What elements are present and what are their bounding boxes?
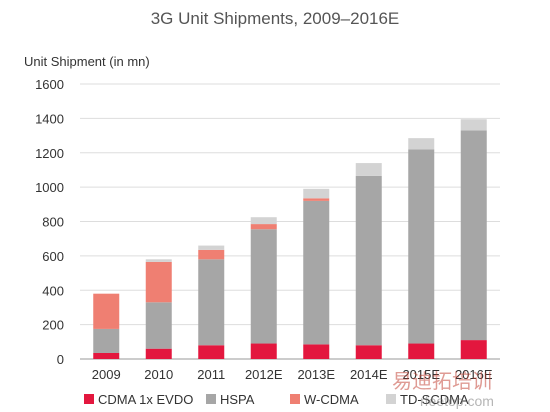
x-axis-ticks: 2009 2010 2011 2012E 2013E 2014E 2015E 2016E	[92, 367, 493, 382]
bar-segment	[460, 340, 487, 359]
bar-segment	[303, 198, 330, 201]
x-tick-label: 2013E	[297, 367, 335, 382]
bar-segment	[408, 149, 435, 344]
bar-segment	[145, 261, 172, 303]
x-tick-label: 2011	[197, 367, 225, 382]
bar-segment	[355, 345, 382, 359]
bar-segment	[460, 130, 487, 341]
gridlines	[80, 83, 500, 360]
bar-segment	[460, 119, 487, 131]
y-tick-label: 200	[42, 318, 64, 333]
x-tick-label: 2009	[92, 367, 121, 382]
bar-segment	[303, 344, 330, 359]
legend-label: TD-SCDMA	[400, 392, 469, 407]
legend-label: CDMA 1x EVDO	[98, 392, 193, 407]
chart-title: 3G Unit Shipments, 2009–2016E	[151, 9, 400, 28]
x-tick-label: 2015E	[402, 367, 440, 382]
bar-segment	[198, 345, 225, 359]
legend-swatch	[84, 394, 94, 404]
bar-segment	[145, 259, 172, 262]
x-tick-label: 2014E	[350, 367, 388, 382]
y-tick-label: 400	[42, 283, 64, 298]
bar-segment	[355, 163, 382, 176]
bar-segment	[198, 259, 225, 346]
bar-segment	[145, 348, 172, 359]
bar-segment	[250, 229, 277, 344]
bars	[93, 119, 487, 359]
legend-item: HSPA	[206, 392, 255, 407]
y-tick-label: 600	[42, 249, 64, 264]
legend-swatch	[206, 394, 216, 404]
legend: CDMA 1x EVDO HSPA W-CDMA TD-SCDMA	[84, 392, 469, 407]
watermark: 易迪拓培训 rfeetop.com	[392, 370, 494, 409]
legend-label: HSPA	[220, 392, 255, 407]
y-tick-label: 1400	[35, 111, 64, 126]
bar-segment	[198, 249, 225, 260]
x-tick-label: 2016E	[455, 367, 493, 382]
bar-segment	[250, 343, 277, 359]
watermark-brand: 易迪拓培训	[392, 370, 492, 393]
legend-item: TD-SCDMA	[386, 392, 469, 407]
bar-segment	[303, 188, 330, 199]
y-tick-label: 1200	[35, 146, 64, 161]
bar-segment	[93, 293, 120, 329]
bar-segment	[93, 328, 120, 353]
y-axis-label: Unit Shipment (in mn)	[24, 54, 150, 69]
legend-item: CDMA 1x EVDO	[84, 392, 193, 407]
watermark-url: rfeetop.com	[420, 393, 494, 409]
y-tick-label: 1000	[35, 180, 64, 195]
y-tick-label: 800	[42, 215, 64, 230]
bar-segment	[408, 138, 435, 150]
legend-item: W-CDMA	[290, 392, 359, 407]
legend-swatch	[290, 394, 300, 404]
legend-swatch	[386, 394, 396, 404]
bar-segment	[250, 224, 277, 230]
x-tick-label: 2012E	[245, 367, 283, 382]
bar-segment	[303, 200, 330, 345]
legend-label: W-CDMA	[304, 392, 359, 407]
x-tick-label: 2010	[144, 367, 173, 382]
bar-segment	[198, 245, 225, 250]
bar-segment	[355, 175, 382, 346]
y-axis-ticks: 0 200 400 600 800 1000 1200 1400 1600	[35, 77, 64, 367]
bar-segment	[250, 217, 277, 225]
bar-segment	[145, 302, 172, 349]
y-tick-label: 1600	[35, 77, 64, 92]
bar-segment	[93, 352, 120, 359]
bar-segment	[408, 343, 435, 359]
y-tick-label: 0	[57, 352, 64, 367]
